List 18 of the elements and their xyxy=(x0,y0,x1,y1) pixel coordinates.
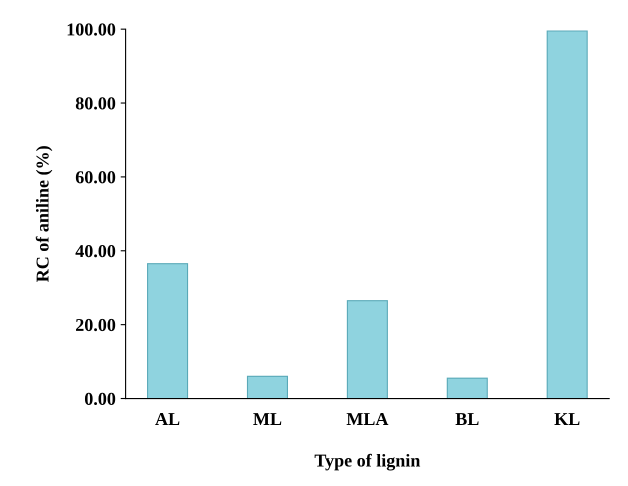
x-tick-label: MLA xyxy=(346,413,388,425)
x-tick-label: ML xyxy=(253,413,282,425)
y-tick-label: 40.00 xyxy=(76,245,116,258)
x-tick-label: BL xyxy=(456,413,479,425)
x-tick-label: KL xyxy=(554,413,580,425)
bar xyxy=(546,30,588,399)
y-tick-label: 60.00 xyxy=(76,171,116,184)
bar xyxy=(446,378,488,399)
y-tick-label: 0.00 xyxy=(84,392,116,406)
bar xyxy=(346,300,388,399)
y-tick-label: 100.00 xyxy=(68,23,116,36)
y-axis-title: RC of aniline (%) xyxy=(36,146,52,282)
bar xyxy=(246,376,288,399)
bar xyxy=(147,263,188,399)
y-tick-label: 20.00 xyxy=(76,318,116,332)
x-axis-title: Type of lignin xyxy=(314,454,420,470)
y-tick-label: 80.00 xyxy=(76,97,116,110)
x-tick-label: AL xyxy=(155,413,180,425)
